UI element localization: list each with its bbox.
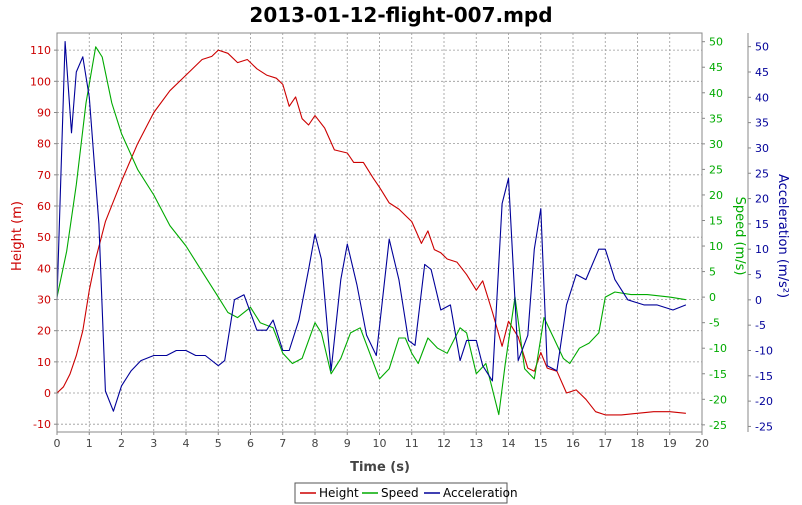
- height-tick-label: 70: [37, 169, 51, 182]
- plot-area: [56, 32, 703, 433]
- x-tick-label: 11: [405, 437, 419, 450]
- acceleration-tick-label: -5: [755, 319, 766, 332]
- x-tick-label: 12: [437, 437, 451, 450]
- legend-label-acceleration: Acceleration: [443, 486, 518, 500]
- height-tick-label: 60: [37, 200, 51, 213]
- height-tick-label: 10: [37, 356, 51, 369]
- x-tick-label: 14: [502, 437, 516, 450]
- legend-label-height: Height: [319, 486, 359, 500]
- speed-tick-label: 15: [709, 214, 723, 227]
- x-tick-label: 2: [118, 437, 125, 450]
- acceleration-tick-label: 40: [755, 91, 769, 104]
- acceleration-tick-label: 0: [755, 294, 762, 307]
- acceleration-ticks: -25 -20 -15 -10 -5 0 5 10 15 20 25 30 35 40 45 50: [748, 41, 773, 433]
- height-tick-label: 0: [44, 387, 51, 400]
- speed-tick-label: -25: [709, 419, 727, 432]
- height-tick-label: 80: [37, 138, 51, 151]
- x-tick-label: 9: [344, 437, 351, 450]
- height-tick-label: 40: [37, 262, 51, 275]
- x-tick-label: 20: [695, 437, 709, 450]
- legend-label-speed: Speed: [381, 486, 419, 500]
- series-line-height: [56, 49, 686, 416]
- acceleration-tick-label: -10: [755, 344, 773, 357]
- speed-tick-label: 20: [709, 189, 723, 202]
- speed-tick-label: -15: [709, 368, 727, 381]
- chart-title: 2013-01-12-flight-007.mpd: [249, 3, 552, 27]
- speed-tick-label: 25: [709, 163, 723, 176]
- speed-tick-label: 0: [709, 291, 716, 304]
- speed-tick-label: -20: [709, 393, 727, 406]
- speed-tick-label: 35: [709, 112, 723, 125]
- x-tick-label: 0: [54, 437, 61, 450]
- speed-tick-label: -5: [709, 317, 720, 330]
- acceleration-tick-label: 10: [755, 243, 769, 256]
- speed-tick-label: 40: [709, 87, 723, 100]
- x-tick-label: 6: [247, 437, 254, 450]
- speed-tick-label: 50: [709, 36, 723, 49]
- x-tick-label: 15: [534, 437, 548, 450]
- speed-axis-label: Speed (m/s): [732, 197, 747, 276]
- speed-tick-label: 30: [709, 138, 723, 151]
- height-tick-label: 50: [37, 231, 51, 244]
- x-ticks: 0 1 2 3 4 5 6 7 8 9 10 11 12 13 14 15 16 17 18 19 20: [54, 432, 709, 450]
- acceleration-tick-label: 45: [755, 66, 769, 79]
- x-tick-label: 19: [663, 437, 677, 450]
- series-group: [56, 41, 687, 416]
- acceleration-tick-label: 5: [755, 269, 762, 282]
- height-tick-label: 30: [37, 294, 51, 307]
- acceleration-tick-label: 50: [755, 41, 769, 54]
- height-tick-label: 20: [37, 325, 51, 338]
- x-tick-label: 10: [373, 437, 387, 450]
- x-tick-label: 16: [566, 437, 580, 450]
- x-tick-label: 1: [86, 437, 93, 450]
- x-tick-label: 4: [183, 437, 190, 450]
- acceleration-axis-label: Acceleration (m/s²): [775, 174, 790, 298]
- acceleration-tick-label: -20: [755, 395, 773, 408]
- height-tick-label: 90: [37, 106, 51, 119]
- speed-tick-label: -10: [709, 342, 727, 355]
- height-tick-label: 110: [30, 44, 51, 57]
- acceleration-tick-label: 35: [755, 117, 769, 130]
- height-tick-label: 100: [30, 75, 51, 88]
- acceleration-tick-label: -25: [755, 420, 773, 433]
- acceleration-tick-label: -15: [755, 370, 773, 383]
- x-tick-label: 17: [598, 437, 612, 450]
- acceleration-tick-label: 20: [755, 193, 769, 206]
- x-axis-label: Time (s): [350, 460, 410, 475]
- left-ticks: -10 0 10 20 30 40 50 60 70 80 90 100 110: [30, 44, 57, 431]
- x-tick-label: 5: [215, 437, 222, 450]
- acceleration-tick-label: 30: [755, 142, 769, 155]
- x-tick-label: 18: [631, 437, 645, 450]
- speed-tick-label: 45: [709, 61, 723, 74]
- height-tick-label: -10: [33, 418, 51, 431]
- series-line-acceleration: [56, 41, 687, 412]
- grid: [56, 33, 703, 432]
- speed-tick-label: 10: [709, 240, 723, 253]
- speed-tick-label: 5: [709, 266, 716, 279]
- x-tick-label: 8: [312, 437, 319, 450]
- acceleration-tick-label: 15: [755, 218, 769, 231]
- speed-ticks: -25 -20 -15 -10 -5 0 5 10 15 20 25 30 35 40 45 50: [702, 36, 727, 432]
- plot-frame: [56, 32, 703, 433]
- acceleration-tick-label: 25: [755, 167, 769, 180]
- series-line-speed: [56, 46, 686, 416]
- x-tick-label: 3: [150, 437, 157, 450]
- height-axis-label: Height (m): [10, 201, 25, 271]
- legend: Height Speed Acceleration: [294, 482, 518, 504]
- x-tick-label: 13: [469, 437, 483, 450]
- legend-box: [294, 482, 508, 504]
- x-tick-label: 7: [279, 437, 286, 450]
